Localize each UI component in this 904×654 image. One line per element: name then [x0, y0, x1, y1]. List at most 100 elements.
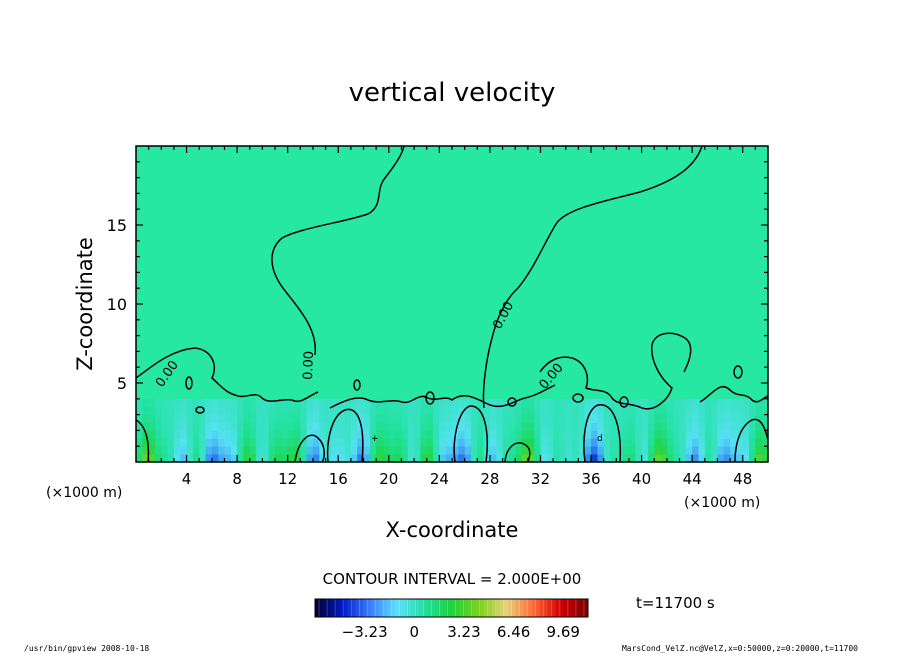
field-cell — [224, 414, 232, 423]
field-cell — [489, 454, 497, 462]
field-cell — [268, 430, 276, 439]
field-cell — [534, 446, 541, 455]
field-cell — [407, 414, 415, 423]
x-tick-label: 4 — [182, 470, 192, 488]
field-cell — [704, 438, 712, 447]
field-cell — [508, 438, 516, 447]
field-cell — [591, 422, 598, 431]
colorbar-swatch — [479, 599, 485, 617]
field-cell — [489, 430, 497, 439]
field-cell — [420, 438, 428, 447]
field-cell — [527, 414, 535, 423]
field-cell — [167, 422, 175, 431]
field-cell — [363, 398, 371, 408]
field-cell — [306, 438, 314, 447]
field-cell — [142, 422, 150, 431]
field-cell — [527, 422, 535, 431]
field-cell — [186, 414, 194, 423]
field-cell — [622, 430, 630, 439]
field-cell — [489, 414, 497, 423]
field-cell — [534, 406, 541, 416]
field-cell — [578, 414, 586, 423]
field-cell — [275, 414, 282, 423]
field-cell — [211, 438, 219, 447]
field-cell — [350, 446, 358, 455]
field-cell — [275, 454, 282, 462]
field-cell — [477, 398, 485, 408]
field-cell — [281, 406, 289, 416]
field-cell — [496, 406, 504, 416]
field-cell — [382, 422, 390, 431]
colorbar-swatch — [547, 599, 553, 617]
field-cell — [458, 406, 466, 416]
field-cell — [673, 454, 681, 462]
field-cell — [161, 414, 169, 423]
field-cell — [192, 398, 200, 408]
field-cell — [173, 398, 181, 408]
field-cell — [527, 398, 535, 408]
field-cell — [218, 446, 225, 455]
field-cell — [262, 430, 270, 439]
field-cell — [312, 454, 320, 462]
field-cell — [445, 398, 453, 408]
field-cell — [692, 438, 699, 447]
field-cell — [470, 438, 478, 447]
field-cell — [243, 422, 251, 431]
field-cell — [414, 446, 421, 455]
field-cell — [401, 446, 409, 455]
field-cell — [420, 406, 428, 416]
colorbar-swatch — [491, 599, 497, 617]
field-cell — [521, 430, 529, 439]
field-cell — [319, 430, 327, 439]
field-cell — [508, 414, 516, 423]
field-cell — [711, 438, 718, 447]
field-cell — [540, 406, 548, 416]
field-cell — [685, 446, 693, 455]
field-cell — [395, 430, 402, 439]
field-cell — [730, 414, 737, 423]
field-cell — [515, 398, 523, 408]
colorbar-swatch — [515, 599, 521, 617]
field-cell — [319, 446, 327, 455]
field-cell — [496, 398, 504, 408]
field-cell — [294, 406, 301, 416]
field-cell — [262, 454, 270, 462]
colorbar-swatch — [543, 599, 549, 617]
x-unit-left: (×1000 m) — [46, 485, 122, 501]
field-cell — [546, 446, 554, 455]
field-cell — [546, 406, 554, 416]
field-cell — [205, 406, 213, 416]
field-cell — [294, 438, 301, 447]
field-cell — [673, 430, 681, 439]
field-cell — [565, 398, 573, 408]
field-cell — [698, 406, 706, 416]
colorbar-swatch — [383, 599, 388, 617]
field-cell — [142, 438, 150, 447]
contour-small-2 — [353, 379, 361, 391]
field-cell — [641, 398, 649, 408]
field-cell — [761, 446, 768, 455]
field-cell — [148, 446, 156, 455]
field-cell — [300, 414, 308, 423]
field-cell — [281, 398, 289, 408]
field-cell — [673, 446, 681, 455]
colorbar-swatch — [471, 599, 476, 617]
field-cell — [578, 438, 586, 447]
colorbar-swatch — [367, 599, 372, 617]
field-cell — [224, 438, 232, 447]
field-cell — [464, 430, 472, 439]
field-cell — [382, 454, 390, 462]
field-cell — [591, 446, 598, 455]
field-cell — [698, 438, 706, 447]
colorbar-swatch — [551, 599, 557, 617]
field-cell — [243, 430, 251, 439]
time-label: t=11700 s — [636, 594, 715, 612]
field-cell — [704, 398, 712, 408]
field-cell — [679, 430, 687, 439]
field-cell — [534, 438, 541, 447]
field-cell — [205, 446, 213, 455]
colorbar-swatch — [583, 599, 589, 617]
field-cell — [559, 422, 567, 431]
field-cell — [224, 454, 232, 462]
field-cell — [154, 414, 162, 423]
